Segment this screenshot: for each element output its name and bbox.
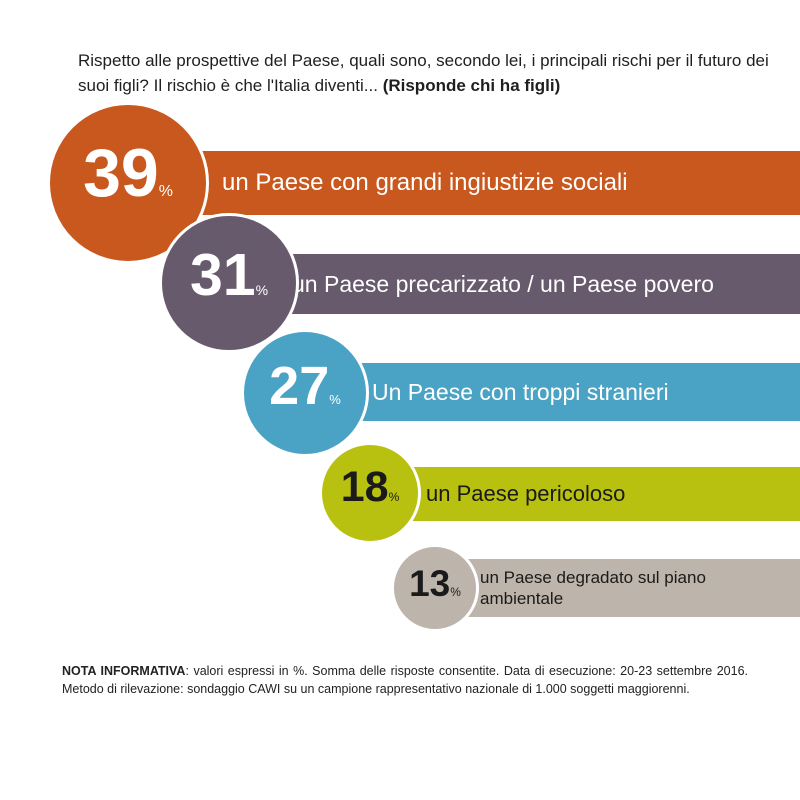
note-label: NOTA INFORMATIVA: [62, 664, 186, 678]
chart-bar: un Paese precarizzato / un Paese povero: [270, 254, 800, 314]
chart-bar: un Paese degradato sul piano ambientale: [462, 559, 800, 617]
chart-bar: un Paese con grandi ingiustizie sociali: [170, 151, 800, 215]
value-label: 31: [189, 242, 256, 309]
value-label: 18: [340, 462, 389, 511]
value-circle: 18%: [318, 441, 422, 545]
value-label: 27: [269, 355, 330, 416]
percent-sign: %: [388, 489, 400, 504]
note-text: : valori espressi in %. Somma delle risp…: [62, 664, 749, 696]
bar-label: un Paese degradato sul piano ambientale: [480, 567, 706, 610]
percent-sign: %: [450, 584, 461, 599]
question-main: Rispetto alle prospettive del Paese, qua…: [78, 51, 769, 95]
chart-bar: Un Paese con troppi stranieri: [340, 363, 800, 421]
bar-label: un Paese precarizzato / un Paese povero: [292, 270, 714, 299]
question-text: Rispetto alle prospettive del Paese, qua…: [78, 48, 778, 98]
bar-label-line: un Paese con grandi ingiustizie sociali: [222, 169, 628, 196]
percent-sign: %: [255, 282, 269, 299]
bar-label-line: un Paese precarizzato / un Paese povero: [292, 270, 714, 297]
bar-label-line: un Paese degradato sul piano: [480, 567, 706, 587]
bar-label: un Paese con grandi ingiustizie sociali: [222, 168, 628, 198]
value-circle: 27%: [240, 328, 370, 458]
bar-label: Un Paese con troppi stranieri: [372, 378, 669, 407]
bar-label: un Paese pericoloso: [426, 480, 625, 508]
bar-label-line: ambientale: [480, 589, 564, 608]
bar-label-line: Un Paese con troppi stranieri: [372, 378, 669, 405]
percent-sign: %: [158, 183, 173, 200]
info-note: NOTA INFORMATIVA: valori espressi in %. …: [62, 662, 748, 698]
bar-label-line: un Paese pericoloso: [426, 481, 626, 507]
chart-bar: un Paese pericoloso: [400, 467, 800, 521]
value-circle: 13%: [390, 543, 480, 633]
percent-sign: %: [329, 391, 341, 407]
value-circle: 31%: [159, 213, 299, 353]
value-label: 13: [409, 562, 451, 604]
question-respondents: (Risponde chi ha figli): [382, 76, 561, 95]
value-label: 39: [83, 135, 159, 211]
